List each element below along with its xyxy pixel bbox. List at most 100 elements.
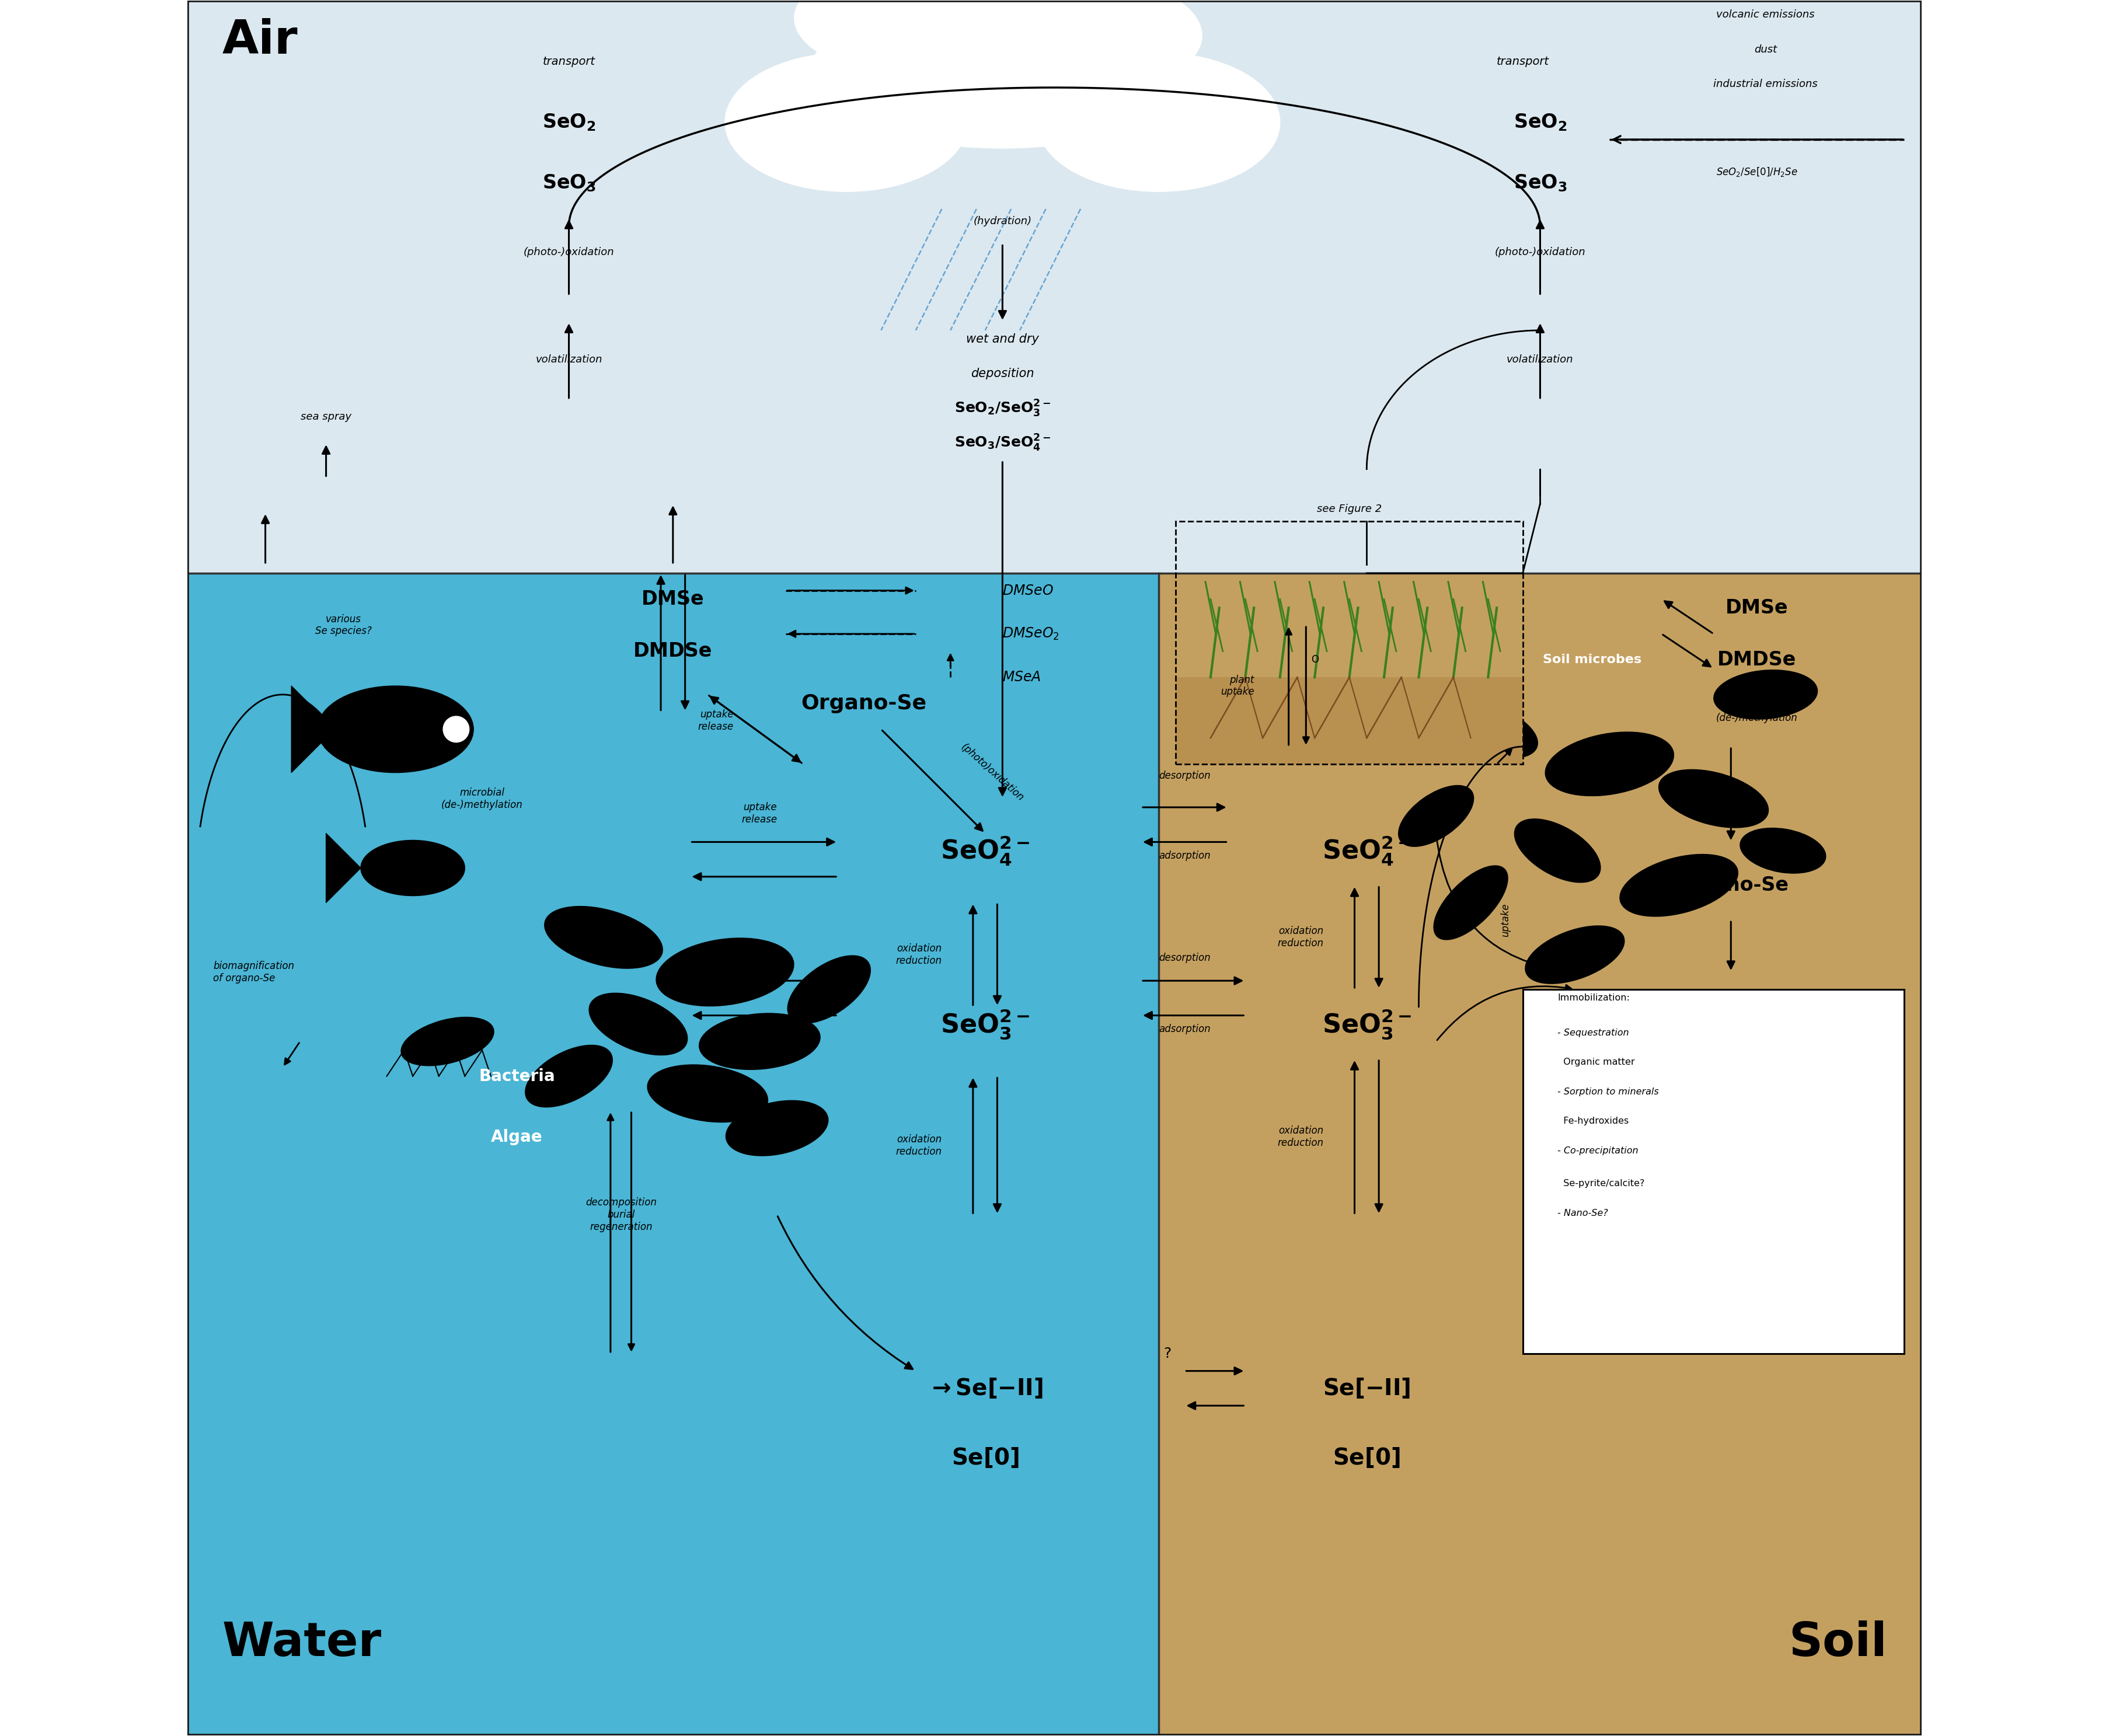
Text: (photo)oxidation: (photo)oxidation: [960, 741, 1025, 804]
Text: DMDSe: DMDSe: [633, 642, 713, 661]
Ellipse shape: [812, 0, 1194, 148]
Text: sea spray: sea spray: [302, 411, 352, 422]
Text: wet and dry: wet and dry: [966, 333, 1040, 345]
Ellipse shape: [1434, 866, 1508, 939]
Text: - Nano-Se?: - Nano-Se?: [1556, 1208, 1607, 1217]
Ellipse shape: [1398, 785, 1474, 847]
Ellipse shape: [898, 0, 1107, 52]
Text: $\mathbf{\to Se[-II]}$: $\mathbf{\to Se[-II]}$: [928, 1377, 1042, 1399]
Polygon shape: [291, 686, 335, 773]
Text: DMSe: DMSe: [641, 590, 704, 609]
Text: volatilization: volatilization: [536, 354, 603, 365]
Ellipse shape: [1438, 700, 1537, 759]
Ellipse shape: [725, 52, 968, 191]
Ellipse shape: [943, 0, 1202, 95]
Text: - Co-precipitation: - Co-precipitation: [1556, 1146, 1639, 1154]
Text: (photo-)oxidation: (photo-)oxidation: [523, 247, 614, 257]
Ellipse shape: [401, 1017, 494, 1066]
Text: various
Se species?: various Se species?: [314, 615, 371, 637]
Text: uptake: uptake: [1499, 903, 1510, 937]
Text: oxidation
reduction: oxidation reduction: [896, 1134, 943, 1156]
Ellipse shape: [1546, 733, 1675, 795]
Text: volcanic emissions: volcanic emissions: [1717, 9, 1816, 21]
Bar: [188, 0, 1921, 573]
Ellipse shape: [787, 955, 871, 1023]
Text: $\mathbf{Se[-II]}$: $\mathbf{Se[-II]}$: [1322, 1377, 1411, 1399]
Text: O: O: [1312, 654, 1318, 665]
Text: Organo-Se: Organo-Se: [801, 693, 926, 713]
Text: $\mathbf{SeO_2/SeO_3^{2-}}$: $\mathbf{SeO_2/SeO_3^{2-}}$: [953, 398, 1050, 418]
Text: uptake
release: uptake release: [742, 802, 778, 825]
Text: $\mathbf{SeO_3^{2-}}$: $\mathbf{SeO_3^{2-}}$: [941, 1007, 1029, 1040]
Bar: [1177, 677, 1523, 764]
Text: $\mathbf{SeO_4^{2-}}$: $\mathbf{SeO_4^{2-}}$: [1322, 833, 1411, 868]
Bar: [1523, 990, 1904, 1354]
Bar: [1158, 573, 1921, 1736]
Text: decomposition
burial
regeneration: decomposition burial regeneration: [586, 1198, 656, 1233]
Text: adsorption: adsorption: [1158, 1024, 1211, 1035]
Ellipse shape: [1658, 769, 1769, 828]
Text: Algae: Algae: [491, 1128, 542, 1146]
Ellipse shape: [588, 993, 688, 1055]
Text: deposition: deposition: [970, 368, 1033, 380]
Text: uptake
release: uptake release: [698, 710, 734, 733]
Bar: [188, 573, 1158, 1736]
Text: (hydration): (hydration): [972, 215, 1031, 226]
Polygon shape: [327, 833, 361, 903]
Text: (photo-)oxidation: (photo-)oxidation: [1495, 247, 1586, 257]
Ellipse shape: [544, 906, 662, 969]
Bar: [1177, 521, 1523, 764]
Text: Water: Water: [221, 1620, 382, 1667]
Text: DMDSe: DMDSe: [1717, 651, 1797, 670]
Text: Immobilization:: Immobilization:: [1556, 993, 1630, 1002]
Text: biomagnification
of organo-Se: biomagnification of organo-Se: [213, 960, 295, 983]
Text: Fe-hydroxides: Fe-hydroxides: [1556, 1116, 1628, 1125]
Text: - Sequestration: - Sequestration: [1556, 1028, 1628, 1036]
Ellipse shape: [795, 0, 1071, 78]
Text: microbial
(de-)methylation: microbial (de-)methylation: [441, 788, 523, 811]
Ellipse shape: [725, 1101, 829, 1156]
Text: $\mathbf{Se[0]}$: $\mathbf{Se[0]}$: [951, 1446, 1019, 1469]
Text: $\mathbf{SeO_2}$: $\mathbf{SeO_2}$: [1514, 113, 1567, 132]
Text: $\mathit{DMSeO_2}$: $\mathit{DMSeO_2}$: [1002, 627, 1059, 642]
Text: oxidation
reduction: oxidation reduction: [1278, 1125, 1322, 1147]
Ellipse shape: [1514, 819, 1601, 882]
Text: plant
uptake: plant uptake: [1221, 675, 1255, 698]
Text: Organo-Se: Organo-Se: [1672, 875, 1788, 896]
Text: oxidation
reduction: oxidation reduction: [896, 943, 943, 965]
Text: $\mathbf{SeO_4^{2-}}$: $\mathbf{SeO_4^{2-}}$: [941, 833, 1029, 868]
Text: $\mathbf{SeO_3}$: $\mathbf{SeO_3}$: [542, 174, 595, 193]
Ellipse shape: [700, 1014, 820, 1069]
Text: microbial
(de-)methylation: microbial (de-)methylation: [1717, 701, 1797, 724]
Text: Air: Air: [221, 17, 297, 64]
Text: desorption: desorption: [1158, 953, 1211, 963]
Text: transport: transport: [1497, 56, 1548, 68]
Ellipse shape: [1715, 670, 1818, 719]
Ellipse shape: [647, 1064, 768, 1121]
Ellipse shape: [1740, 828, 1826, 873]
Text: see Figure 2: see Figure 2: [1316, 503, 1381, 514]
Ellipse shape: [316, 686, 475, 773]
Text: $\mathbf{Se[0]}$: $\mathbf{Se[0]}$: [1333, 1446, 1400, 1469]
Text: desorption: desorption: [1158, 771, 1211, 781]
Text: adsorption: adsorption: [1158, 851, 1211, 861]
Text: - Sorption to minerals: - Sorption to minerals: [1556, 1087, 1660, 1095]
Text: uptake
release: uptake release: [742, 941, 778, 963]
Text: $\mathbf{SeO_3}$: $\mathbf{SeO_3}$: [1514, 174, 1567, 193]
Text: $\mathbf{SeO_2}$: $\mathbf{SeO_2}$: [542, 113, 595, 132]
Text: Bacteria: Bacteria: [479, 1068, 555, 1085]
Ellipse shape: [656, 937, 793, 1007]
Text: $\mathit{MSeA}$: $\mathit{MSeA}$: [1002, 670, 1042, 684]
Ellipse shape: [1038, 52, 1280, 191]
Text: $SeO_2 / Se[0] / H_2Se$: $SeO_2 / Se[0] / H_2Se$: [1717, 165, 1797, 177]
Text: oxidation
reduction: oxidation reduction: [1278, 925, 1322, 948]
Text: dust: dust: [1755, 43, 1778, 54]
Text: DMSe: DMSe: [1725, 599, 1788, 618]
Text: $\mathbf{SeO_3/SeO_4^{2-}}$: $\mathbf{SeO_3/SeO_4^{2-}}$: [953, 432, 1050, 453]
Text: Soil microbes: Soil microbes: [1544, 654, 1641, 665]
Ellipse shape: [361, 840, 464, 896]
Text: $\mathbf{SeO_3^{2-}}$: $\mathbf{SeO_3^{2-}}$: [1322, 1007, 1411, 1040]
Text: ?: ?: [1164, 1347, 1170, 1361]
Text: Soil: Soil: [1788, 1620, 1888, 1667]
Text: transport: transport: [542, 56, 595, 68]
